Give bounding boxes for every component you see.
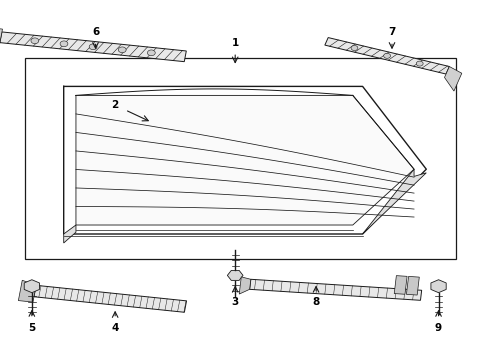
Polygon shape — [239, 277, 251, 294]
Circle shape — [31, 38, 39, 44]
Text: 8: 8 — [313, 297, 319, 307]
Polygon shape — [0, 28, 2, 47]
Polygon shape — [64, 86, 426, 234]
Polygon shape — [249, 279, 422, 300]
Polygon shape — [76, 95, 414, 225]
Circle shape — [384, 53, 391, 58]
Text: 4: 4 — [111, 323, 119, 333]
Text: 2: 2 — [111, 100, 118, 110]
Polygon shape — [64, 225, 76, 243]
Polygon shape — [394, 276, 407, 294]
Circle shape — [89, 44, 97, 50]
Circle shape — [416, 61, 423, 66]
Polygon shape — [34, 285, 187, 312]
Circle shape — [351, 45, 358, 50]
Text: 6: 6 — [92, 27, 99, 37]
Circle shape — [118, 47, 126, 53]
Polygon shape — [325, 37, 449, 74]
Polygon shape — [363, 169, 426, 234]
Polygon shape — [406, 276, 419, 295]
Text: 3: 3 — [232, 297, 239, 307]
Bar — [24, 58, 456, 259]
Text: 1: 1 — [232, 38, 239, 48]
Circle shape — [60, 41, 68, 47]
Polygon shape — [431, 280, 446, 293]
Polygon shape — [24, 280, 40, 293]
Polygon shape — [0, 32, 186, 62]
Circle shape — [147, 50, 155, 56]
Polygon shape — [444, 67, 462, 91]
Text: 7: 7 — [388, 27, 396, 37]
Text: 5: 5 — [28, 323, 35, 333]
Polygon shape — [18, 280, 36, 302]
Text: 9: 9 — [435, 323, 442, 333]
Polygon shape — [227, 270, 243, 280]
